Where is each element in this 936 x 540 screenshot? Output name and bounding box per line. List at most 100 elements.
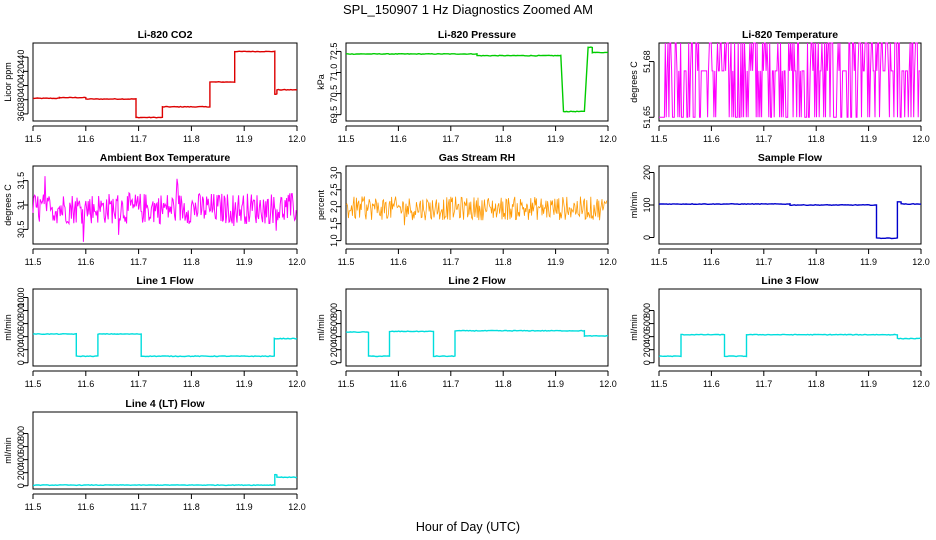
series-line (658, 333, 921, 358)
y-tick-label: 0 (329, 360, 339, 365)
y-tick-label: 0 (642, 235, 652, 240)
y-axis: 51.65 51.68 (642, 50, 655, 129)
y-axis-label: degrees C (629, 61, 639, 103)
x-tick-label: 11.5 (25, 379, 42, 389)
x-tick-label: 11.7 (442, 134, 459, 144)
x-tick-label: 11.6 (703, 379, 720, 389)
x-axis: 11.5 11.6 11.7 11.8 11.9 12.0 (25, 370, 306, 389)
plot-frame (345, 42, 609, 122)
x-tick-label: 11.5 (338, 134, 355, 144)
x-tick-label: 11.5 (338, 257, 355, 267)
panel-title: Line 3 Flow (761, 275, 819, 287)
x-tick-label: 11.9 (236, 379, 253, 389)
y-tick-label: 100 (642, 197, 652, 212)
y-tick-label: 800 (642, 303, 652, 318)
panel-2: Li-820 Pressure kPa 11.5 11.6 11.7 11.8 11.9 12… (316, 29, 617, 144)
series-points (345, 196, 608, 226)
series-line (32, 176, 297, 242)
x-tick-label: 12.0 (288, 257, 306, 267)
x-tick-label: 11.8 (183, 379, 200, 389)
y-tick-label: 30.5 (16, 221, 26, 239)
figure-title: SPL_150907 1 Hz Diagnostics Zoomed AM (343, 2, 593, 17)
series-line (32, 332, 298, 358)
x-tick-label: 11.6 (390, 379, 407, 389)
x-tick-label: 11.8 (808, 134, 825, 144)
y-tick-label: 400 (329, 329, 339, 344)
panel-7: Line 1 Flow ml/min 11.5 11.6 11.7 11.8 11.9 12.… (3, 275, 306, 389)
panel-title: Gas Stream RH (439, 152, 515, 164)
y-axis-label: ml/min (629, 314, 639, 341)
x-tick-label: 11.8 (495, 134, 512, 144)
x-tick-label: 12.0 (599, 257, 617, 267)
panel-title: Li-820 Temperature (742, 29, 838, 41)
y-tick-label: 1.0 (329, 234, 339, 247)
y-tick-label: 31.5 (16, 172, 26, 190)
y-axis-label: percent (316, 189, 326, 220)
plot-frame (32, 288, 298, 367)
x-axis: 11.5 11.6 11.7 11.8 11.9 12.0 (338, 248, 617, 267)
y-tick-label: 600 (16, 316, 26, 331)
x-tick-label: 11.6 (77, 502, 94, 512)
y-tick-label: 420 (16, 64, 26, 79)
panel-8: Line 2 Flow ml/min 11.5 11.6 11.7 11.8 11.9 12.… (316, 275, 617, 389)
x-tick-label: 12.0 (599, 134, 617, 144)
figure-xlabel: Hour of Day (UTC) (416, 520, 520, 534)
x-tick-label: 11.8 (183, 502, 200, 512)
y-tick-label: 2.0 (329, 200, 339, 213)
y-tick-label: 380 (16, 92, 26, 107)
x-tick-label: 11.9 (547, 134, 564, 144)
y-tick-label: 800 (16, 303, 26, 318)
y-tick-label: 600 (16, 439, 26, 454)
x-tick-label: 11.7 (755, 379, 772, 389)
panel-title: Line 4 (LT) Flow (125, 398, 205, 410)
panel-title: Li-820 Pressure (438, 29, 516, 41)
x-tick-label: 11.5 (25, 134, 42, 144)
x-tick-label: 11.8 (495, 379, 512, 389)
x-tick-label: 11.7 (130, 134, 147, 144)
x-tick-label: 11.7 (755, 257, 772, 267)
y-tick-label: 0 (642, 360, 652, 365)
x-tick-label: 12.0 (288, 379, 306, 389)
x-axis: 11.5 11.6 11.7 11.8 11.9 12.0 (25, 248, 306, 267)
x-tick-label: 11.5 (25, 502, 42, 512)
y-tick-label: 2.5 (329, 183, 339, 196)
panel-title: Ambient Box Temperature (100, 152, 231, 164)
x-tick-label: 11.8 (495, 257, 512, 267)
panel-title: Li-820 CO2 (138, 29, 193, 41)
x-tick-label: 11.5 (651, 379, 668, 389)
x-tick-label: 11.5 (25, 257, 42, 267)
x-tick-label: 12.0 (288, 134, 306, 144)
plot-frame (32, 411, 298, 490)
y-axis-label: kPa (316, 74, 326, 90)
x-tick-label: 11.7 (130, 257, 147, 267)
y-tick-label: 200 (16, 465, 26, 480)
y-tick-label: 800 (329, 303, 339, 318)
y-tick-label: 1000 (16, 287, 26, 307)
x-tick-label: 11.8 (183, 134, 200, 144)
y-tick-label: 200 (642, 342, 652, 357)
x-tick-label: 11.9 (860, 379, 877, 389)
x-tick-label: 11.7 (130, 379, 147, 389)
x-tick-label: 12.0 (912, 257, 930, 267)
y-tick-label: 0 (16, 483, 26, 488)
x-tick-label: 11.8 (808, 257, 825, 267)
data-series (659, 42, 920, 118)
y-tick-label: 800 (16, 426, 26, 441)
y-tick-label: 3.0 (329, 167, 339, 180)
x-tick-label: 12.0 (912, 134, 930, 144)
y-tick-label: 400 (642, 329, 652, 344)
y-axis-label: ml/min (629, 192, 639, 219)
x-tick-label: 11.8 (808, 379, 825, 389)
x-axis: 11.5 11.6 11.7 11.8 11.9 12.0 (338, 370, 617, 389)
y-tick-label: 71.0 (329, 64, 339, 82)
panel-title: Line 1 Flow (136, 275, 194, 287)
x-tick-label: 11.5 (651, 257, 668, 267)
panel-title: Line 2 Flow (448, 275, 506, 287)
y-tick-label: 0 (16, 360, 26, 365)
y-tick-label: 72.5 (329, 43, 339, 61)
